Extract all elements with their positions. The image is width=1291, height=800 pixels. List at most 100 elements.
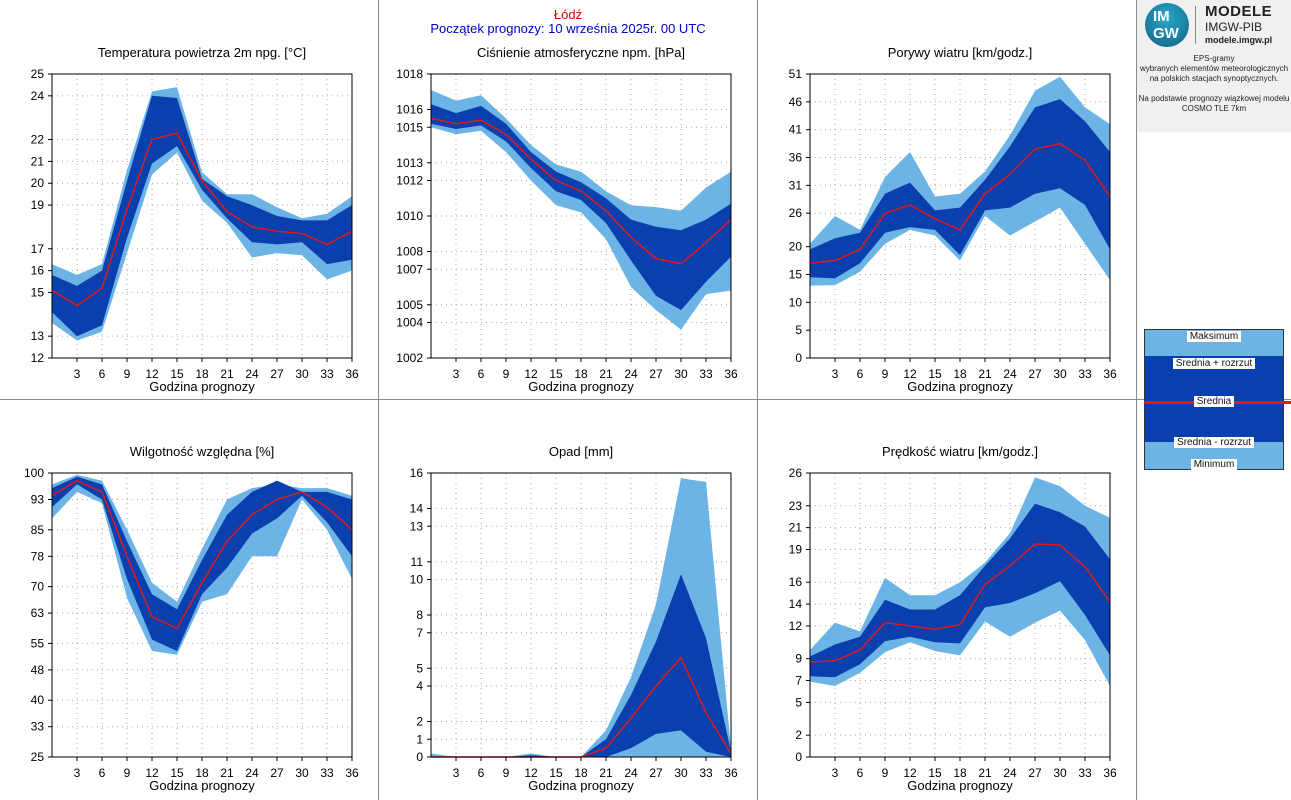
x-tick-label: 21 xyxy=(220,766,234,780)
imgw-logo-icon: IM GW xyxy=(1145,3,1189,47)
y-tick-label: 2 xyxy=(795,728,802,742)
x-tick-label: 21 xyxy=(220,367,234,381)
x-axis-label: Godzina prognozy xyxy=(907,778,1013,793)
y-tick-label: 41 xyxy=(789,123,803,137)
legend: Maksimum Średnia + rozrzut Średnia Średn… xyxy=(1144,329,1291,470)
logo-subtitle: IMGW-PIB xyxy=(1205,20,1263,34)
x-tick-label: 18 xyxy=(195,766,209,780)
y-tick-label: 0 xyxy=(795,351,802,365)
legend-mean: Średnia xyxy=(1145,396,1283,407)
x-tick-label: 27 xyxy=(649,367,663,381)
x-tick-label: 33 xyxy=(1078,766,1092,780)
x-tick-label: 36 xyxy=(1103,367,1117,381)
y-tick-label: 0 xyxy=(416,750,423,764)
y-tick-label: 9 xyxy=(795,652,802,666)
y-tick-label: 23 xyxy=(789,499,803,513)
x-tick-label: 9 xyxy=(503,367,510,381)
series-spread-band xyxy=(52,476,352,651)
x-tick-label: 3 xyxy=(74,367,81,381)
series-mean-line xyxy=(51,132,353,307)
logo-title: MODELE xyxy=(1205,3,1273,20)
y-tick-label: 11 xyxy=(411,555,424,569)
y-tick-label: 78 xyxy=(31,549,45,563)
y-tick-label: 22 xyxy=(31,133,45,147)
x-tick-label: 27 xyxy=(1028,367,1042,381)
y-tick-label: 10 xyxy=(789,295,803,309)
y-tick-label: 55 xyxy=(31,636,45,650)
x-tick-label: 36 xyxy=(724,367,738,381)
y-tick-label: 48 xyxy=(31,663,45,677)
legend-mean-plus: Średnia + rozrzut xyxy=(1145,358,1283,369)
y-tick-label: 19 xyxy=(31,198,45,212)
x-tick-label: 18 xyxy=(574,766,588,780)
y-tick-label: 1007 xyxy=(396,262,423,276)
y-tick-label: 1015 xyxy=(396,120,423,134)
x-tick-label: 27 xyxy=(649,766,663,780)
chart-precip: 3 6 9 12 15 18 21 24 27 30 33 3601245781011131416Op… xyxy=(410,444,738,793)
y-tick-label: 8 xyxy=(416,608,423,622)
station-name: Łódź xyxy=(553,7,583,22)
y-tick-label: 100 xyxy=(24,466,44,480)
imgw-logo[interactable]: IM GW MODELE IMGW-PIB modele.imgw.pl xyxy=(1145,2,1281,48)
legend-mean-minus: Średnia - rozrzut xyxy=(1145,437,1283,448)
x-tick-label: 24 xyxy=(1003,367,1017,381)
x-tick-label: 36 xyxy=(345,367,359,381)
series-mean-line xyxy=(430,117,732,265)
y-tick-label: 1002 xyxy=(396,351,423,365)
x-tick-label: 12 xyxy=(145,367,159,381)
y-tick-label: 17 xyxy=(31,242,45,256)
y-tick-label: 4 xyxy=(416,679,423,693)
chart-wind: 3 6 9 12 15 18 21 24 27 30 33 360257912141619212326… xyxy=(789,444,1117,793)
x-tick-label: 6 xyxy=(857,367,864,381)
x-tick-label: 18 xyxy=(574,367,588,381)
x-tick-label: 24 xyxy=(245,367,259,381)
x-axis-label: Godzina prognozy xyxy=(528,379,634,394)
chart-title: Wilgotność względna [%] xyxy=(130,444,275,459)
y-tick-label: 1 xyxy=(416,732,423,746)
y-tick-label: 1004 xyxy=(396,316,423,330)
x-axis-label: Godzina prognozy xyxy=(149,379,255,394)
y-tick-label: 2 xyxy=(416,715,423,729)
x-tick-label: 33 xyxy=(699,766,713,780)
y-tick-label: 20 xyxy=(789,240,803,254)
x-tick-label: 9 xyxy=(124,367,131,381)
y-tick-label: 15 xyxy=(31,285,45,299)
x-tick-label: 21 xyxy=(978,367,992,381)
x-tick-label: 27 xyxy=(270,367,284,381)
x-tick-label: 30 xyxy=(1053,766,1067,780)
x-tick-label: 30 xyxy=(295,367,309,381)
y-tick-label: 1016 xyxy=(396,103,423,117)
chart-title: Porywy wiatru [km/godz.] xyxy=(888,45,1033,60)
y-tick-label: 5 xyxy=(795,695,802,709)
x-tick-label: 9 xyxy=(503,766,510,780)
x-tick-label: 27 xyxy=(270,766,284,780)
series-spread-band xyxy=(810,503,1110,678)
x-tick-label: 3 xyxy=(74,766,81,780)
y-tick-label: 93 xyxy=(31,493,45,507)
chart-pressure: 3 6 9 12 15 18 21 24 27 30 33 361002100410051007100… xyxy=(396,45,738,394)
y-tick-label: 16 xyxy=(410,466,424,480)
x-tick-label: 33 xyxy=(1078,367,1092,381)
chart-title: Opad [mm] xyxy=(549,444,613,459)
x-tick-label: 3 xyxy=(832,367,839,381)
x-tick-label: 30 xyxy=(1053,367,1067,381)
y-tick-label: 26 xyxy=(789,206,803,220)
x-tick-label: 12 xyxy=(524,367,538,381)
series-mean-line xyxy=(809,142,1111,265)
logo-url[interactable]: modele.imgw.pl xyxy=(1205,35,1273,45)
x-tick-label: 15 xyxy=(928,367,942,381)
y-tick-label: 12 xyxy=(31,351,45,365)
plot-frame xyxy=(51,472,353,758)
x-tick-label: 30 xyxy=(295,766,309,780)
y-tick-label: 26 xyxy=(789,466,803,480)
x-tick-label: 30 xyxy=(674,766,688,780)
series-spread-band xyxy=(52,95,352,337)
chart-title: Temperatura powietrza 2m npg. [°C] xyxy=(98,45,306,60)
y-tick-label: 14 xyxy=(789,597,803,611)
y-tick-label: 7 xyxy=(416,626,423,640)
x-tick-label: 9 xyxy=(124,766,131,780)
y-tick-label: 31 xyxy=(789,178,803,192)
x-tick-label: 36 xyxy=(724,766,738,780)
x-tick-label: 15 xyxy=(549,766,563,780)
